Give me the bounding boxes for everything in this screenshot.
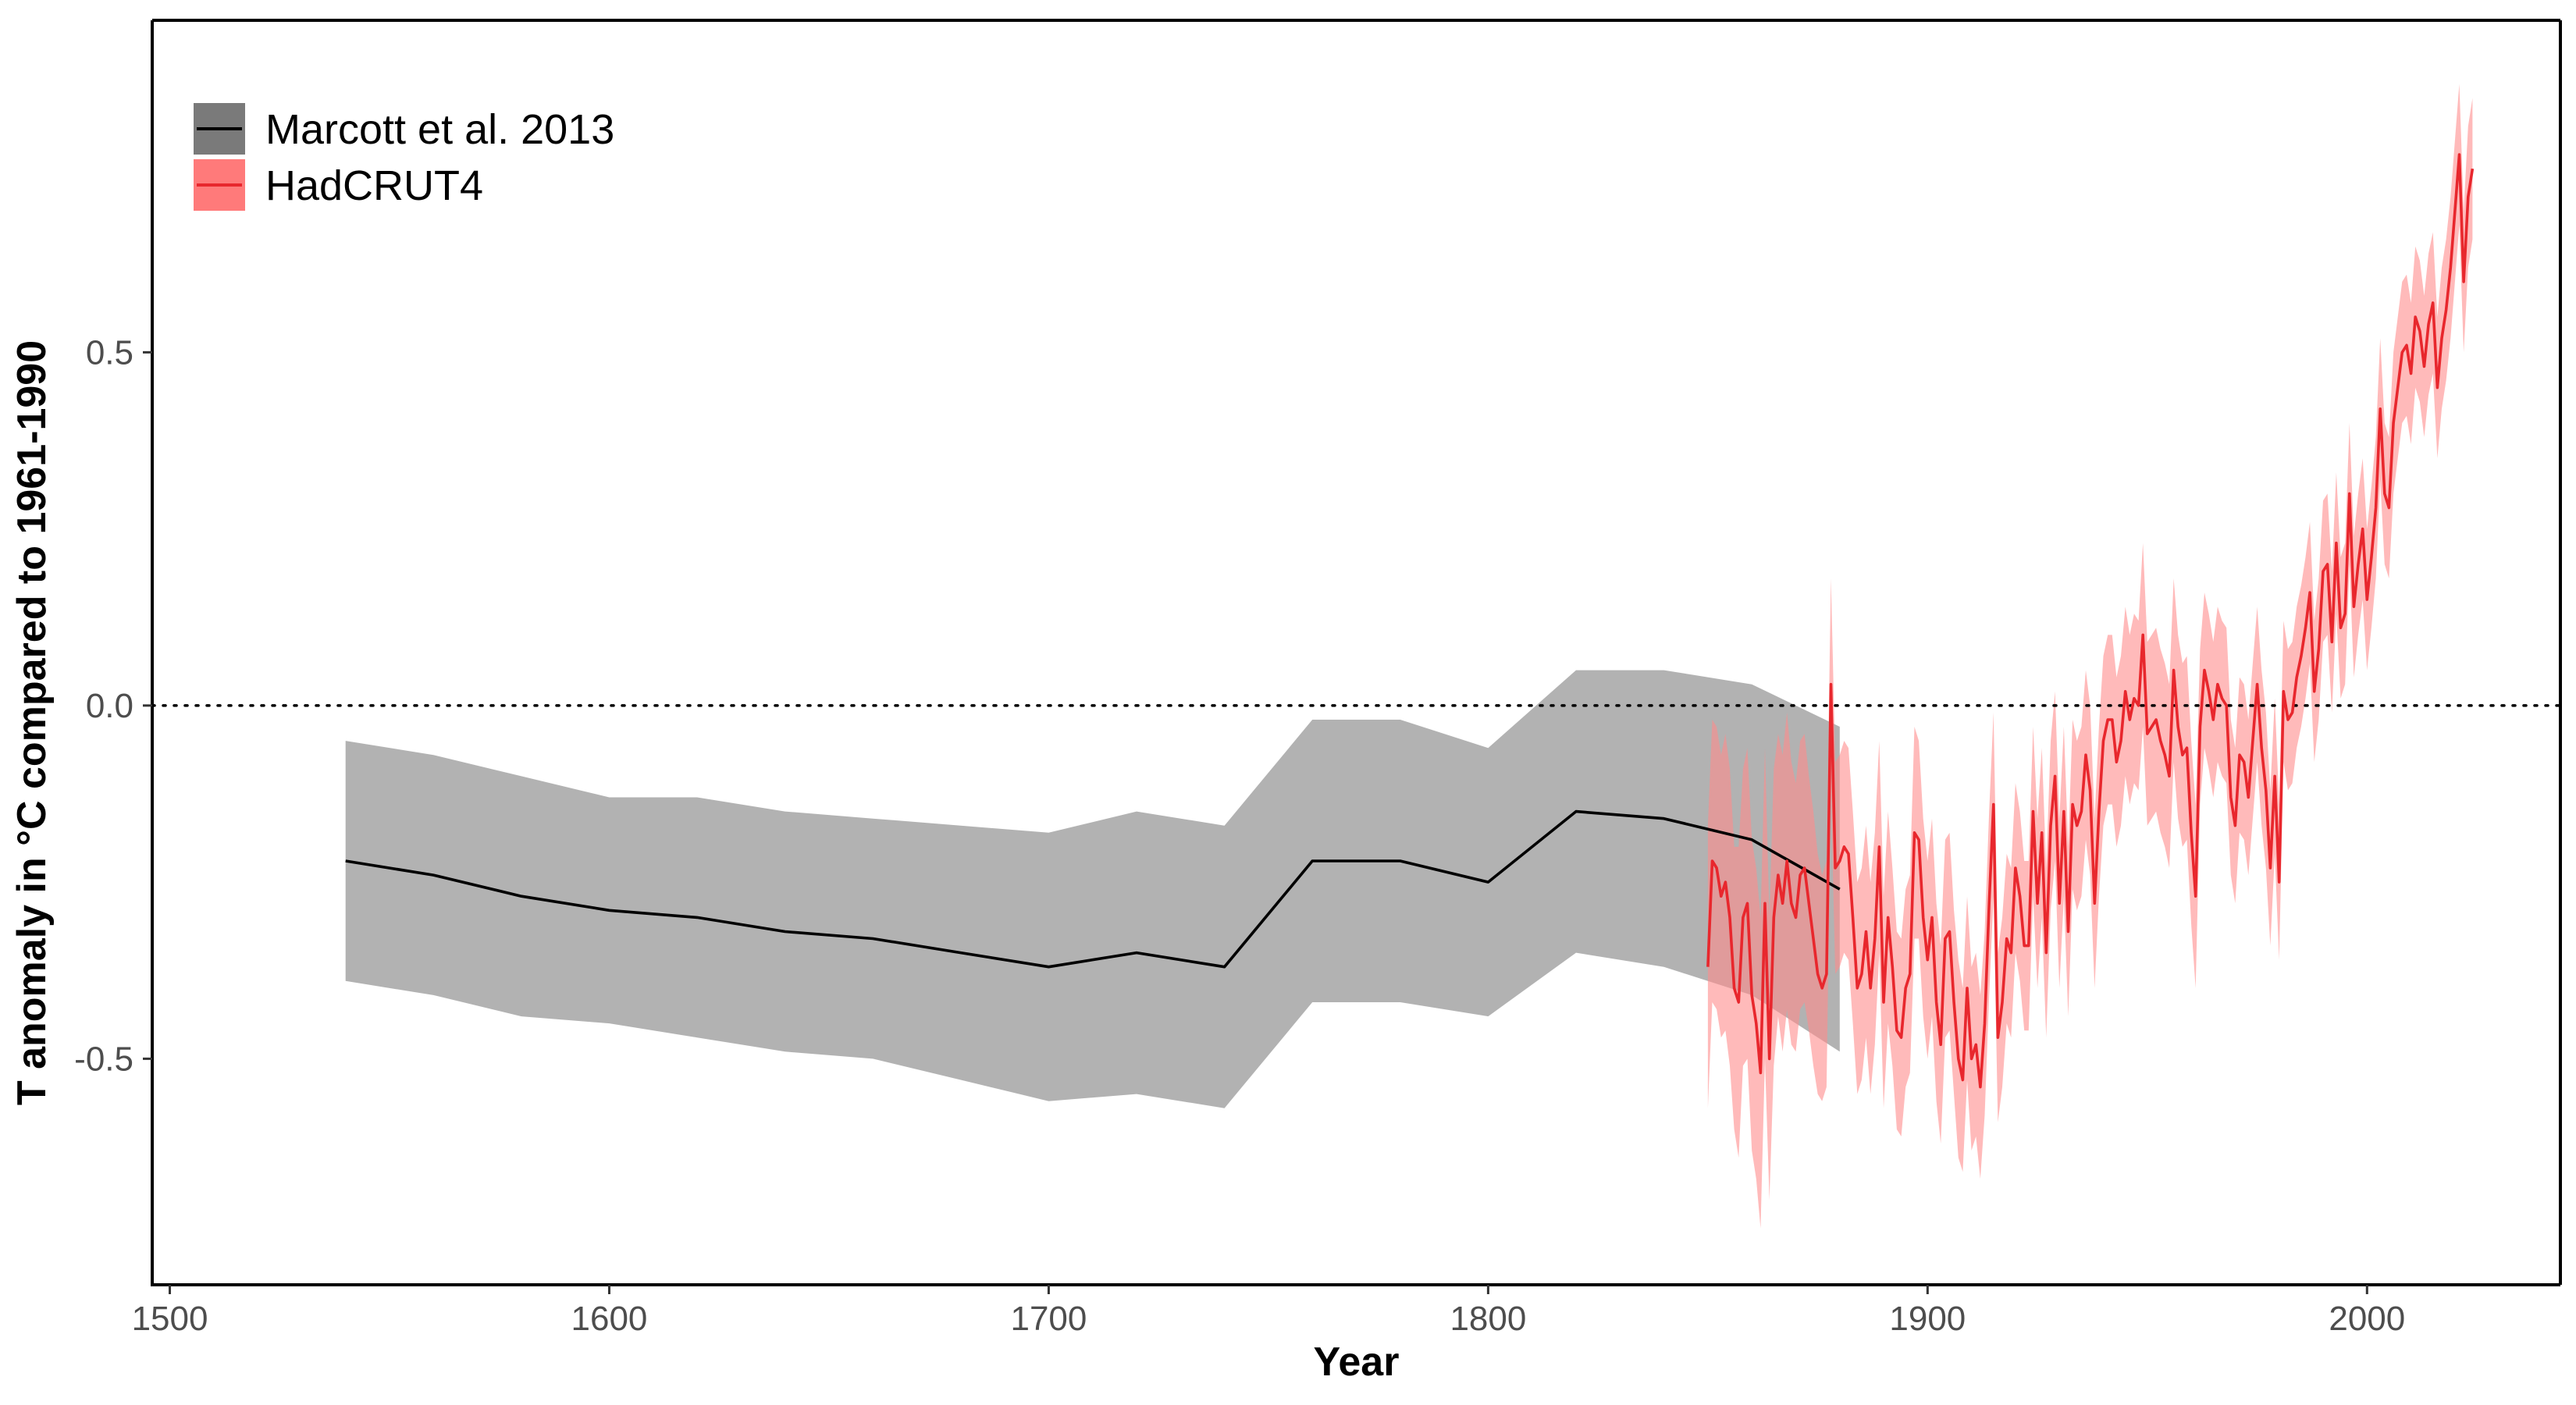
legend-item-hadcrut4: HadCRUT4 <box>194 159 483 211</box>
y-tick-label: 0.5 <box>86 333 133 372</box>
uncertainty-bands <box>345 84 2473 1229</box>
x-tick-label: 2000 <box>2329 1300 2405 1338</box>
legend-item-marcott-et-al-2013: Marcott et al. 2013 <box>194 103 614 155</box>
x-tick-label: 1600 <box>571 1300 648 1338</box>
x-tick-label: 1900 <box>1889 1300 1966 1338</box>
y-axis-title: T anomaly in °C compared to 1961-1990 <box>9 340 55 1105</box>
x-tick-label: 1500 <box>132 1300 208 1338</box>
hadcrut4-uncertainty-band <box>1707 84 2473 1229</box>
y-tick-label: 0.0 <box>86 687 133 725</box>
x-tick-label: 1700 <box>1010 1300 1087 1338</box>
marcott-et-al-2013-uncertainty-band <box>345 670 1840 1108</box>
x-axis-title: Year <box>1314 1339 1400 1385</box>
series-lines <box>345 153 2475 1089</box>
hadcrut4-line <box>1706 153 2475 1089</box>
y-tick-label: -0.5 <box>74 1040 133 1078</box>
legend-label: Marcott et al. 2013 <box>265 106 614 153</box>
axes-layer: 1500 1600 1700 1800 1900 2000 -0.5 0.0 0.5 Year T … <box>9 19 2562 1385</box>
legend: Marcott et al. 2013 HadCRUT4 <box>194 103 614 211</box>
x-tick-label: 1800 <box>1450 1300 1526 1338</box>
marcott-et-al-2013-line <box>345 809 1841 969</box>
legend-label: HadCRUT4 <box>265 162 483 209</box>
